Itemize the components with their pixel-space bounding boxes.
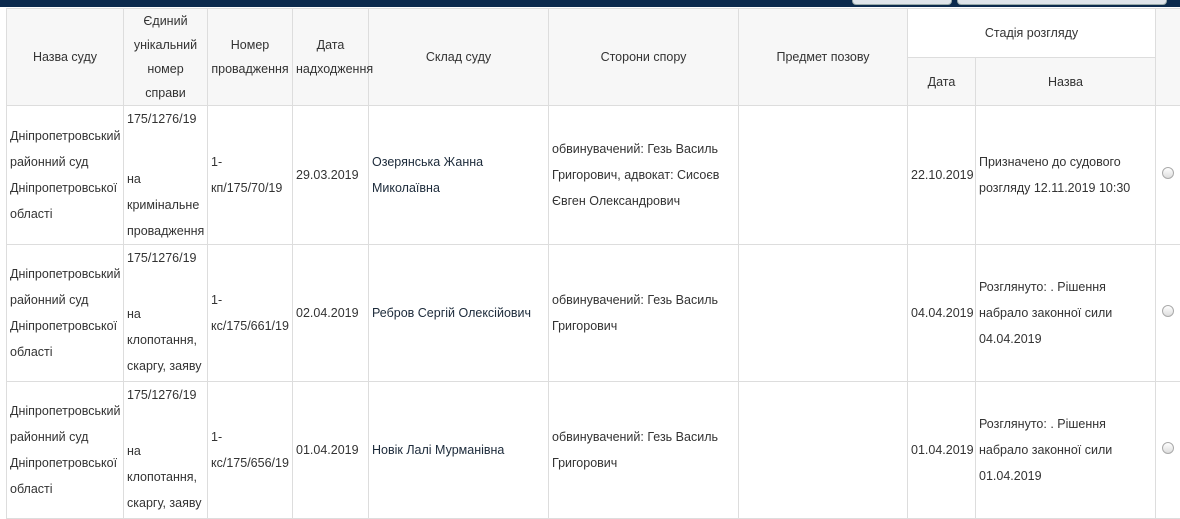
header-court: Назва суду <box>7 9 124 106</box>
case-number-cell: 175/1276/19 на клопотання, скаргу, заяву <box>124 245 208 382</box>
row-select-radio[interactable] <box>1162 167 1174 179</box>
parties: обвинувачений: Гезь Василь Григорович <box>549 382 739 519</box>
toolbar-button[interactable] <box>852 0 952 5</box>
received-date: 29.03.2019 <box>293 106 369 245</box>
stage-date: 01.04.2019 <box>908 382 976 519</box>
case-number-cell: 175/1276/19 на клопотання, скаргу, заяву <box>124 382 208 519</box>
received-date: 02.04.2019 <box>293 245 369 382</box>
header-court-panel: Склад суду <box>369 9 549 106</box>
proceeding-number: 1-кс/175/656/19 <box>208 382 293 519</box>
top-bar <box>0 0 1180 7</box>
row-select-radio[interactable] <box>1162 305 1174 317</box>
court: Дніпропетровський районний суд Дніпропет… <box>7 245 124 382</box>
header-select <box>1156 9 1180 106</box>
case-number: 175/1276/19 <box>127 382 204 408</box>
subject <box>739 106 908 245</box>
proceeding-number: 1-кп/175/70/19 <box>208 106 293 245</box>
court-panel: Ребров Сергій Олексійович <box>369 245 549 382</box>
received-date: 01.04.2019 <box>293 382 369 519</box>
table-row[interactable]: Дніпропетровський районний суд Дніпропет… <box>7 245 1180 382</box>
header-stage-date: Дата <box>908 58 976 106</box>
stage-name: Розглянуто: . Рішення набрало законної с… <box>976 382 1156 519</box>
proceeding-number: 1-кс/175/661/19 <box>208 245 293 382</box>
case-type: на клопотання, скаргу, заяву <box>127 438 204 516</box>
court: Дніпропетровський районний суд Дніпропет… <box>7 382 124 519</box>
stage-date: 22.10.2019 <box>908 106 976 245</box>
stage-name: Розглянуто: . Рішення набрало законної с… <box>976 245 1156 382</box>
parties: обвинувачений: Гезь Василь Григорович <box>549 245 739 382</box>
stage-name: Призначено до судового розгляду 12.11.20… <box>976 106 1156 245</box>
row-select-radio[interactable] <box>1162 442 1174 454</box>
case-type: на клопотання, скаргу, заяву <box>127 301 204 379</box>
header-subject: Предмет позову <box>739 9 908 106</box>
subject <box>739 245 908 382</box>
stage-date: 04.04.2019 <box>908 245 976 382</box>
toolbar-button[interactable] <box>957 0 1167 5</box>
table-row[interactable]: Дніпропетровський районний суд Дніпропет… <box>7 106 1180 245</box>
case-number-cell: 175/1276/19 на кримінальне провадження <box>124 106 208 245</box>
header-stage-name: Назва <box>976 58 1156 106</box>
case-type: на кримінальне провадження <box>127 166 204 244</box>
header-proceeding-number: Номер провадження <box>208 9 293 106</box>
cases-table: Назва суду Єдиний унікальний номер справ… <box>6 8 1180 519</box>
parties: обвинувачений: Гезь Василь Григорович, а… <box>549 106 739 245</box>
header-case-number: Єдиний унікальний номер справи <box>124 9 208 106</box>
court: Дніпропетровський районний суд Дніпропет… <box>7 106 124 245</box>
subject <box>739 382 908 519</box>
header-parties: Сторони спору <box>549 9 739 106</box>
header-stage: Стадія розгляду <box>908 9 1156 58</box>
case-number: 175/1276/19 <box>127 245 204 271</box>
header-received-date: Дата надходження <box>293 9 369 106</box>
court-panel: Озерянська Жанна Миколаївна <box>369 106 549 245</box>
case-number: 175/1276/19 <box>127 106 204 132</box>
court-panel: Новік Лалі Мурманівна <box>369 382 549 519</box>
table-row[interactable]: Дніпропетровський районний суд Дніпропет… <box>7 382 1180 519</box>
